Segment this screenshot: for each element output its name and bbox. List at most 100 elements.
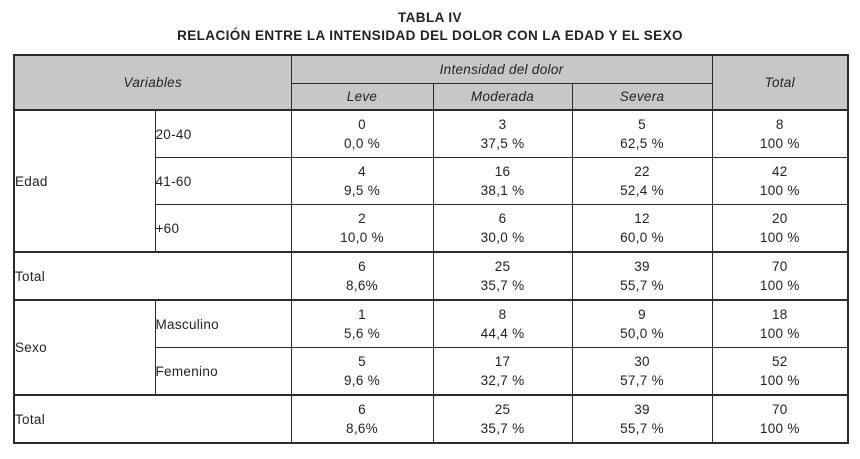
- cell-masculino-moderada: 8 44,4 %: [432, 299, 573, 348]
- percent-value: 62,5 %: [620, 136, 664, 151]
- percent-value: 9,6 %: [344, 373, 381, 388]
- cell-masculino-total: 18 100 %: [711, 299, 849, 348]
- total-row-label: Total: [13, 394, 292, 444]
- row-label-60plus: +60: [154, 204, 292, 253]
- count-value: 30: [634, 354, 650, 369]
- count-value: 39: [634, 259, 650, 274]
- cell-20-40-moderada: 3 37,5 %: [432, 109, 573, 158]
- table-caption: RELACIÓN ENTRE LA INTENSIDAD DEL DOLOR C…: [177, 28, 683, 43]
- data-table: Variables Intensidad del dolor Total Lev…: [13, 54, 850, 444]
- count-value: 16: [494, 164, 511, 179]
- header-total: Total: [711, 54, 849, 111]
- row-label-masculino: Masculino: [154, 299, 292, 348]
- total-row-label: Total: [13, 251, 292, 301]
- group-cell-edad: Edad: [13, 109, 156, 253]
- count-value: 12: [634, 211, 650, 226]
- cell-20-40-severa: 5 62,5 %: [571, 109, 713, 158]
- count-value: 42: [771, 164, 788, 179]
- row-edad-41-60: 41-60 4 9,5 % 16 38,1 % 22 52,4 % 42 100…: [14, 157, 849, 205]
- percent-value: 35,7 %: [480, 421, 525, 436]
- count-value: 1: [358, 307, 366, 322]
- header-moderada: Moderada: [432, 83, 573, 111]
- count-value: 70: [771, 259, 788, 274]
- count-value: 6: [498, 211, 507, 226]
- group-cell-sexo: Sexo: [13, 299, 156, 396]
- count-value: 25: [494, 402, 511, 417]
- percent-value: 100 %: [759, 278, 800, 293]
- count-value: 8: [498, 307, 507, 322]
- row-total-sexo: Total 6 8,6% 25 35,7 % 39 55,7 % 70 100 …: [13, 394, 849, 444]
- cell-total-sexo-severa: 39 55,7 %: [571, 394, 713, 444]
- percent-value: 55,7 %: [620, 278, 664, 293]
- percent-value: 100 %: [759, 373, 800, 388]
- header-intensidad-del-dolor: Intensidad del dolor: [290, 54, 713, 84]
- percent-value: 35,7 %: [480, 278, 525, 293]
- percent-value: 52,4 %: [620, 183, 664, 198]
- count-value: 22: [634, 164, 650, 179]
- count-value: 0: [358, 117, 366, 132]
- cell-masculino-leve: 1 5,6 %: [290, 299, 434, 348]
- cell-total-edad-total: 70 100 %: [711, 251, 849, 301]
- percent-value: 100 %: [759, 421, 800, 436]
- count-value: 9: [638, 307, 646, 322]
- cell-60plus-leve: 2 10,0 %: [290, 204, 434, 253]
- row-sexo-femenino: Femenino 5 9,6 % 17 32,7 % 30 57,7 % 52 …: [14, 347, 849, 396]
- count-value: 5: [358, 354, 366, 369]
- cell-total-sexo-moderada: 25 35,7 %: [432, 394, 573, 444]
- percent-value: 100 %: [759, 136, 800, 151]
- cell-60plus-total: 20 100 %: [711, 204, 849, 253]
- cell-total-sexo-leve: 6 8,6%: [290, 394, 434, 444]
- percent-value: 57,7 %: [620, 373, 664, 388]
- cell-total-edad-severa: 39 55,7 %: [571, 251, 713, 301]
- percent-value: 30,0 %: [480, 230, 525, 245]
- header-leve: Leve: [290, 83, 434, 111]
- percent-value: 38,1 %: [480, 183, 525, 198]
- header-variables: Variables: [13, 54, 292, 111]
- cell-41-60-total: 42 100 %: [711, 157, 849, 205]
- count-value: 70: [771, 402, 788, 417]
- cell-femenino-moderada: 17 32,7 %: [432, 347, 573, 396]
- row-edad-60plus: +60 2 10,0 % 6 30,0 % 12 60,0 % 20 100 %: [14, 204, 849, 253]
- cell-total-sexo-total: 70 100 %: [711, 394, 849, 444]
- cell-60plus-severa: 12 60,0 %: [571, 204, 713, 253]
- count-value: 17: [494, 354, 511, 369]
- count-value: 6: [358, 259, 366, 274]
- cell-41-60-severa: 22 52,4 %: [571, 157, 713, 205]
- row-edad-20-40: Edad 20-40 0 0,0 % 3 37,5 % 5 62,5 % 8 1…: [13, 109, 849, 253]
- cell-41-60-moderada: 16 38,1 %: [432, 157, 573, 205]
- percent-value: 9,5 %: [344, 183, 381, 198]
- count-value: 5: [638, 117, 646, 132]
- cell-41-60-leve: 4 9,5 %: [290, 157, 434, 205]
- cell-femenino-severa: 30 57,7 %: [571, 347, 713, 396]
- cell-20-40-leve: 0 0,0 %: [290, 109, 434, 158]
- cell-20-40-total: 8 100 %: [711, 109, 849, 158]
- count-value: 2: [358, 211, 366, 226]
- header-severa: Severa: [571, 83, 713, 111]
- count-value: 52: [771, 354, 788, 369]
- row-label-41-60: 41-60: [154, 157, 292, 205]
- percent-value: 100 %: [759, 183, 800, 198]
- percent-value: 100 %: [759, 230, 800, 245]
- table-number: TABLA IV: [398, 10, 462, 25]
- percent-value: 32,7 %: [480, 373, 525, 388]
- row-label-20-40: 20-40: [154, 109, 292, 158]
- percent-value: 8,6%: [346, 278, 378, 293]
- percent-value: 55,7 %: [620, 421, 664, 436]
- count-value: 25: [494, 259, 511, 274]
- count-value: 3: [498, 117, 507, 132]
- row-total-edad: Total 6 8,6% 25 35,7 % 39 55,7 % 70 100 …: [13, 251, 849, 301]
- percent-value: 0,0 %: [344, 136, 381, 151]
- percent-value: 8,6%: [346, 421, 378, 436]
- count-value: 8: [775, 117, 784, 132]
- cell-masculino-severa: 9 50,0 %: [571, 299, 713, 348]
- count-value: 39: [634, 402, 650, 417]
- percent-value: 100 %: [759, 326, 800, 341]
- percent-value: 37,5 %: [480, 136, 525, 151]
- count-value: 20: [771, 211, 788, 226]
- cell-femenino-total: 52 100 %: [711, 347, 849, 396]
- percent-value: 5,6 %: [344, 326, 381, 341]
- count-value: 4: [358, 164, 366, 179]
- count-value: 18: [771, 307, 788, 322]
- cell-total-edad-leve: 6 8,6%: [290, 251, 434, 301]
